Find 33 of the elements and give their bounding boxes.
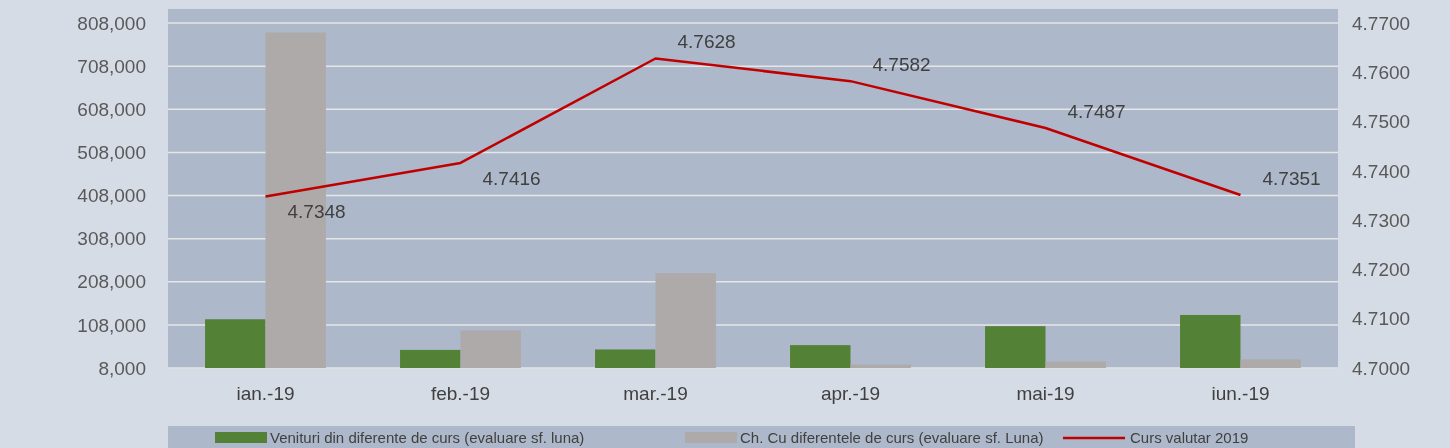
y2-tick-label: 4.7400 bbox=[1352, 160, 1411, 182]
y-tick-label: 208,000 bbox=[77, 271, 146, 293]
x-tick-label: feb.-19 bbox=[430, 383, 491, 404]
x-tick-label: ian.-19 bbox=[236, 383, 295, 404]
data-label: 4.7487 bbox=[1067, 100, 1126, 122]
y-tick-label: 408,000 bbox=[77, 185, 146, 207]
data-label: 4.7416 bbox=[482, 167, 541, 189]
data-label: 4.7582 bbox=[872, 54, 931, 76]
y-tick-label: 608,000 bbox=[77, 98, 146, 120]
y-tick-label: 508,000 bbox=[77, 142, 146, 164]
x-tick-label: mar.-19 bbox=[623, 383, 688, 404]
y2-tick-label: 4.7200 bbox=[1352, 259, 1411, 281]
legend-label: Venituri din diferente de curs (evaluare sf. luna) bbox=[270, 429, 585, 447]
data-label: 4.7351 bbox=[1262, 168, 1321, 190]
x-tick-label: mai-19 bbox=[1016, 383, 1075, 404]
y2-tick-label: 4.7000 bbox=[1352, 357, 1411, 379]
y-tick-label: 708,000 bbox=[77, 55, 146, 77]
legend-label: Ch. Cu diferentele de curs (evaluare sf. Luna) bbox=[740, 429, 1044, 447]
y2-tick-label: 4.7100 bbox=[1352, 308, 1411, 330]
y-tick-label: 808,000 bbox=[77, 12, 146, 34]
legend-label: Curs valutar 2019 bbox=[1130, 429, 1249, 447]
data-label: 4.7628 bbox=[677, 31, 736, 53]
y2-tick-label: 4.7500 bbox=[1352, 111, 1411, 133]
y2-tick-label: 4.7300 bbox=[1352, 209, 1411, 231]
y2-tick-label: 4.7700 bbox=[1352, 12, 1411, 34]
y-tick-label: 8,000 bbox=[98, 357, 146, 379]
data-label: 4.7348 bbox=[287, 201, 346, 223]
y-tick-label: 108,000 bbox=[77, 314, 146, 336]
x-tick-label: apr.-19 bbox=[820, 383, 881, 404]
y2-tick-label: 4.7600 bbox=[1352, 61, 1411, 83]
x-tick-label: iun.-19 bbox=[1211, 383, 1270, 404]
y-tick-label: 308,000 bbox=[77, 228, 146, 250]
line-series bbox=[264, 57, 1242, 198]
